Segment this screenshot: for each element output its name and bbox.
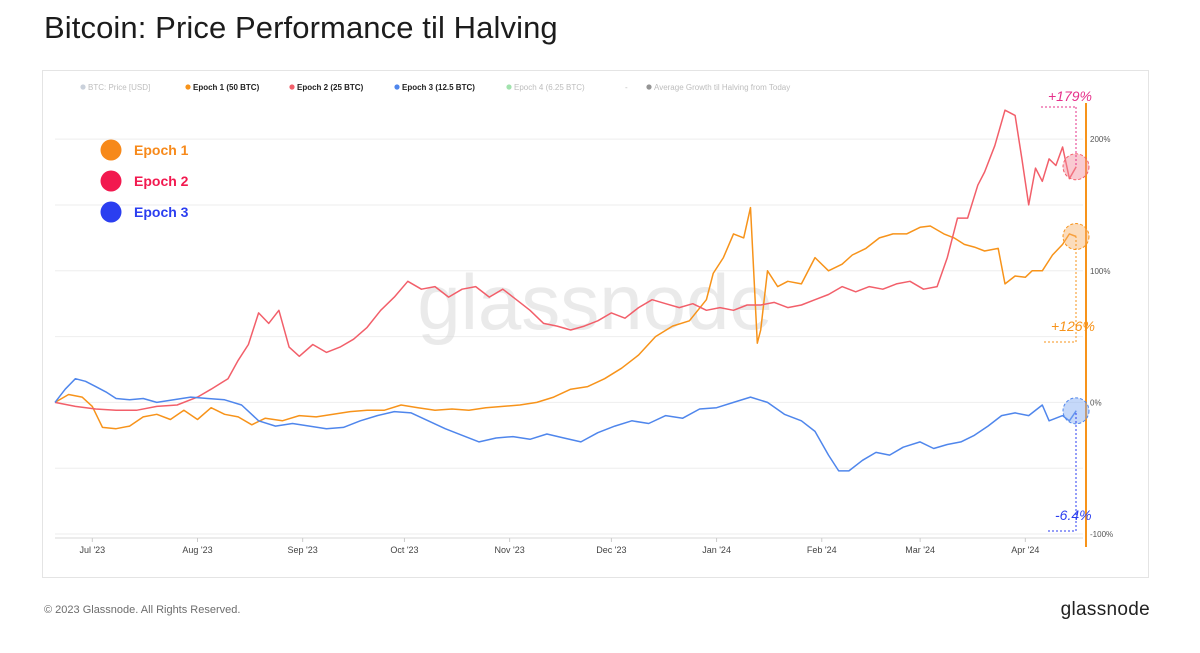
- legend-marker: [80, 84, 86, 90]
- price-performance-chart: glassnode BTC: Price [USD] Epoch 1 (50 BT…: [54, 83, 1113, 555]
- watermark: glassnode: [417, 258, 773, 346]
- annotations: +179% +126% -6.4%: [1041, 88, 1095, 532]
- x-tick-label: Jul '23: [79, 545, 105, 555]
- legend-marker: [394, 84, 400, 90]
- x-tick-label: Nov '23: [495, 545, 525, 555]
- series-line-epoch-2: [54, 109, 1077, 412]
- page-title: Bitcoin: Price Performance til Halving: [44, 10, 558, 45]
- series-lines: [54, 109, 1077, 472]
- legend-item[interactable]: Epoch 4 (6.25 BTC): [506, 83, 585, 92]
- legend-label: Average Growth til Halving from Today: [654, 83, 790, 92]
- series-line-epoch-3: [54, 377, 1077, 472]
- legend-label: BTC: Price [USD]: [88, 83, 150, 92]
- y-tick-label: 200%: [1090, 135, 1110, 144]
- epoch-badge: Epoch 3: [100, 201, 189, 223]
- legend-item[interactable]: BTC: Price [USD]: [80, 83, 150, 92]
- y-tick-label: 0%: [1090, 398, 1102, 407]
- end-point-highlight: [1062, 153, 1090, 181]
- legend-marker: [185, 84, 191, 90]
- legend-marker: [506, 84, 512, 90]
- legend-item[interactable]: Epoch 2 (25 BTC): [289, 83, 364, 92]
- legend-item[interactable]: Epoch 1 (50 BTC): [185, 83, 260, 92]
- x-tick-label: Jan '24: [702, 545, 731, 555]
- epoch-badge-label: Epoch 1: [134, 142, 189, 158]
- series-line-epoch-1: [54, 206, 1077, 430]
- brand-logo[interactable]: glassnode: [1060, 599, 1150, 620]
- annotation-label: -6.4%: [1055, 507, 1092, 523]
- x-tick-label: Oct '23: [390, 545, 418, 555]
- epoch-badges: Epoch 1 Epoch 2 Epoch 3: [100, 139, 189, 223]
- watermark-text: glassnode: [417, 258, 773, 346]
- epoch-badge: Epoch 2: [100, 170, 189, 192]
- x-tick-label: Dec '23: [596, 545, 626, 555]
- epoch-badge-dot: [100, 201, 122, 223]
- x-tick-label: Feb '24: [807, 545, 837, 555]
- x-tick-label: Aug '23: [182, 545, 212, 555]
- legend-item[interactable]: Epoch 3 (12.5 BTC): [394, 83, 475, 92]
- epoch-badge-dot: [100, 139, 122, 161]
- x-tick-label: Mar '24: [905, 545, 935, 555]
- legend-label: Epoch 3 (12.5 BTC): [402, 83, 475, 92]
- legend-item[interactable]: -: [625, 83, 628, 92]
- chart-legend[interactable]: BTC: Price [USD] Epoch 1 (50 BTC) Epoch 2 …: [80, 83, 790, 92]
- legend-label: Epoch 2 (25 BTC): [297, 83, 364, 92]
- y-tick-label: -100%: [1090, 530, 1113, 539]
- grid-lines: [55, 138, 1083, 535]
- annotation-label: +126%: [1051, 318, 1095, 334]
- copyright-text: © 2023 Glassnode. All Rights Reserved.: [44, 604, 241, 616]
- epoch-badge-dot: [100, 170, 122, 192]
- y-tick-label: 100%: [1090, 267, 1110, 276]
- legend-label: -: [625, 83, 628, 92]
- x-axis: Jul '23 Aug '23 Sep '23 Oct '23 Nov '23 Dec '…: [55, 537, 1083, 555]
- legend-item[interactable]: Average Growth til Halving from Today: [646, 83, 790, 92]
- legend-label: Epoch 4 (6.25 BTC): [514, 83, 585, 92]
- x-tick-label: Sep '23: [288, 545, 318, 555]
- epoch-badge-label: Epoch 2: [134, 173, 189, 189]
- legend-marker: [646, 84, 652, 90]
- y-axis: 200% 100% 0% -100%: [1090, 135, 1113, 539]
- legend-marker: [289, 84, 295, 90]
- epoch-badge-label: Epoch 3: [134, 204, 189, 220]
- epoch-badge: Epoch 1: [100, 139, 189, 161]
- chart-panel: glassnode BTC: Price [USD] Epoch 1 (50 BT…: [42, 70, 1149, 578]
- x-tick-label: Apr '24: [1011, 545, 1039, 555]
- annotation-label: +179%: [1048, 88, 1092, 104]
- legend-label: Epoch 1 (50 BTC): [193, 83, 260, 92]
